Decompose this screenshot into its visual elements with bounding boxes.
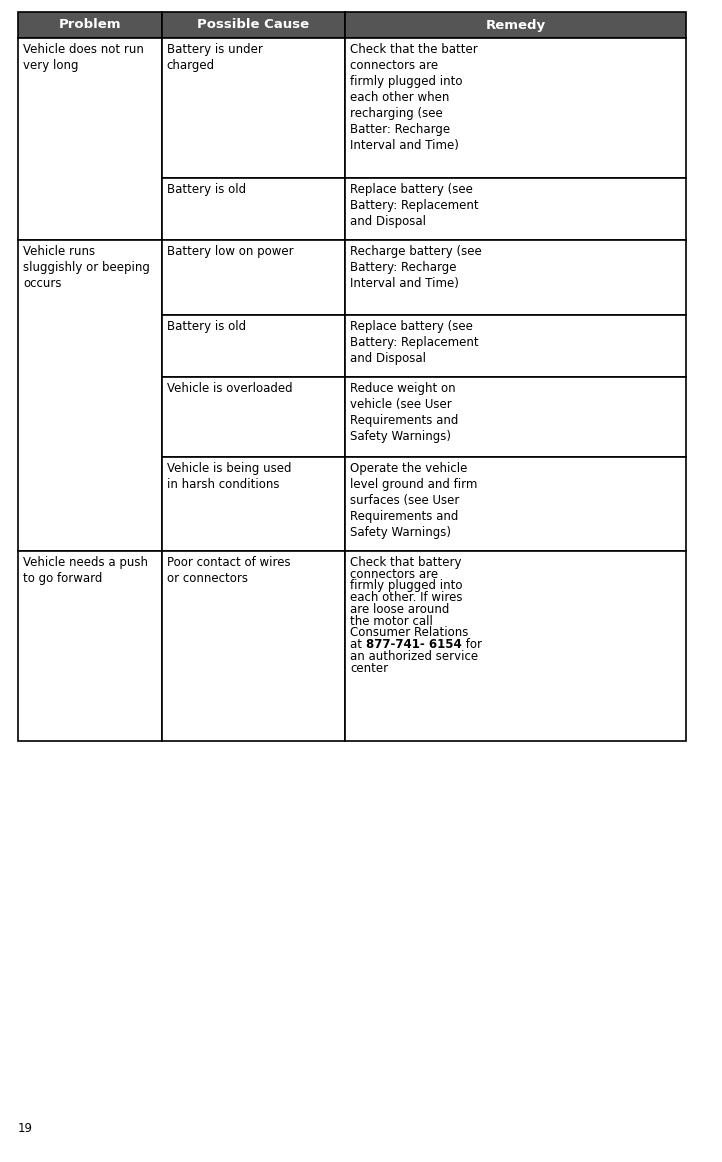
Text: at: at [350, 638, 366, 651]
Text: firmly plugged into: firmly plugged into [350, 580, 463, 593]
Bar [345, 241, 686, 315]
Text: Check that the batter
connectors are
firmly plugged into
each other when
recharg: Check that the batter connectors are fir… [350, 43, 478, 152]
Bar [345, 315, 686, 376]
Text: center: center [350, 661, 388, 675]
Text: the motor call: the motor call [350, 615, 433, 627]
Text: Battery is under
charged: Battery is under charged [167, 43, 263, 72]
Text: an authorized service: an authorized service [350, 650, 479, 662]
Bar [162, 12, 345, 38]
Text: Vehicle runs
sluggishly or beeping
occurs: Vehicle runs sluggishly or beeping occur… [23, 245, 150, 290]
Text: Battery is old: Battery is old [167, 320, 245, 333]
Bar [162, 551, 345, 741]
Text: Problem: Problem [58, 19, 121, 31]
Text: Battery low on power: Battery low on power [167, 245, 293, 258]
Bar [345, 12, 686, 38]
Bar [18, 241, 162, 551]
Text: Vehicle is overloaded: Vehicle is overloaded [167, 382, 292, 395]
Bar [345, 457, 686, 551]
Text: connectors are: connectors are [350, 568, 438, 581]
Text: each other. If wires: each other. If wires [350, 591, 463, 604]
Text: Reduce weight on
vehicle (see User
Requirements and
Safety Warnings): Reduce weight on vehicle (see User Requi… [350, 382, 458, 443]
Text: Check that battery: Check that battery [350, 555, 462, 569]
Text: Replace battery (see
Battery: Replacement
and Disposal: Replace battery (see Battery: Replacemen… [350, 182, 479, 228]
Bar [345, 178, 686, 241]
Text: Replace battery (see
Battery: Replacement
and Disposal: Replace battery (see Battery: Replacemen… [350, 320, 479, 365]
Bar [162, 376, 345, 457]
Bar [345, 551, 686, 741]
Bar [345, 38, 686, 178]
Bar [345, 376, 686, 457]
Bar [18, 38, 162, 241]
Text: for: for [462, 638, 482, 651]
Text: Vehicle does not run
very long: Vehicle does not run very long [23, 43, 144, 72]
Bar [162, 457, 345, 551]
Text: Vehicle needs a push
to go forward: Vehicle needs a push to go forward [23, 555, 148, 584]
Text: Vehicle is being used
in harsh conditions: Vehicle is being used in harsh condition… [167, 462, 291, 492]
Text: are loose around: are loose around [350, 603, 450, 616]
Text: Remedy: Remedy [486, 19, 546, 31]
Bar [162, 178, 345, 241]
Bar [18, 551, 162, 741]
Text: Recharge battery (see
Battery: Recharge
Interval and Time): Recharge battery (see Battery: Recharge … [350, 245, 482, 290]
Bar [162, 241, 345, 315]
Bar [162, 38, 345, 178]
Bar [18, 12, 162, 38]
Text: Operate the vehicle
level ground and firm
surfaces (see User
Requirements and
Sa: Operate the vehicle level ground and fir… [350, 462, 478, 539]
Bar [162, 315, 345, 376]
Text: 19: 19 [18, 1122, 33, 1135]
Text: 877-741- 6154: 877-741- 6154 [366, 638, 462, 651]
Text: Consumer Relations: Consumer Relations [350, 626, 469, 639]
Text: Possible Cause: Possible Cause [197, 19, 310, 31]
Text: Battery is old: Battery is old [167, 182, 245, 196]
Text: Poor contact of wires
or connectors: Poor contact of wires or connectors [167, 555, 290, 584]
